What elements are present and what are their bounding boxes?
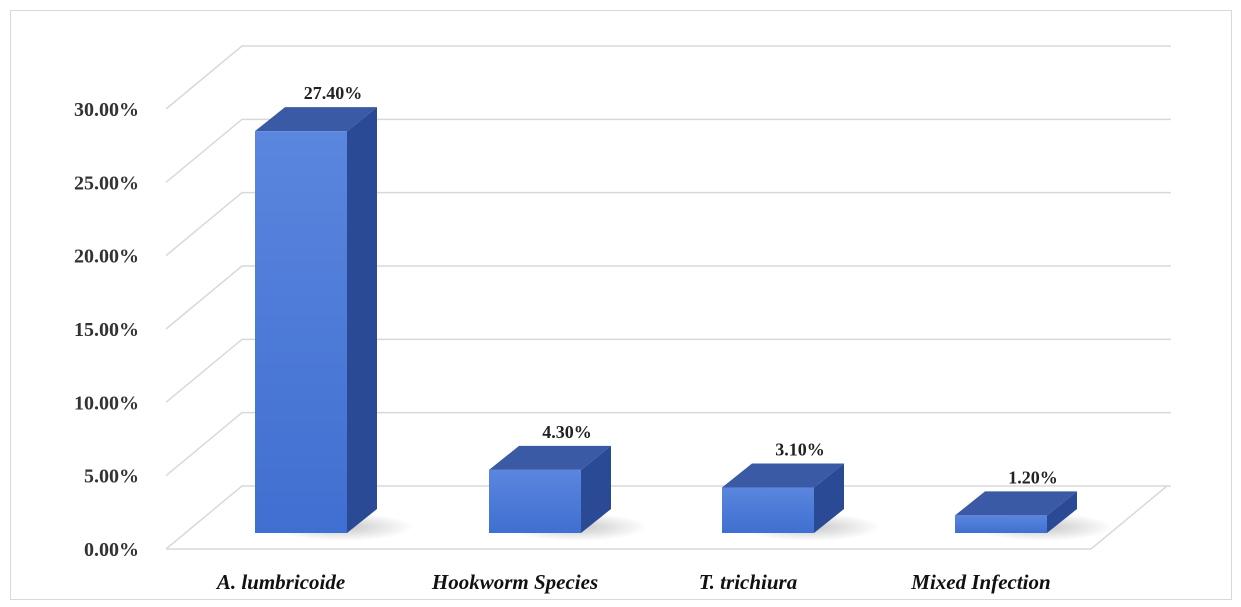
y-tick-label: 30.00% — [74, 99, 139, 121]
grid-lines — [165, 45, 1171, 550]
data-label: 27.40% — [304, 83, 363, 103]
bar-side — [347, 107, 377, 533]
bar-top — [722, 463, 844, 488]
y-tick-label: 15.00% — [74, 319, 139, 341]
bar-group: 4.30% — [489, 422, 647, 541]
bar-side — [581, 445, 611, 533]
data-label: 1.20% — [1008, 467, 1058, 487]
x-category-label: Mixed Infection — [910, 570, 1050, 594]
y-tick-label: 10.00% — [74, 392, 139, 414]
x-category-label: A. lumbricoide — [215, 570, 345, 594]
gridline — [165, 411, 1171, 477]
bar-group: 1.20% — [955, 467, 1113, 541]
bars: 27.40% 4.30% 3.10% 1.20% — [255, 83, 1113, 541]
bar-top — [489, 445, 611, 470]
y-tick-label: 25.00% — [74, 172, 139, 194]
gridline — [165, 45, 1171, 110]
gridline — [165, 265, 1171, 330]
bar-group: 3.10% — [722, 440, 880, 541]
gridline — [165, 485, 1171, 550]
gridline — [165, 118, 1171, 183]
y-tick-label: 5.00% — [84, 466, 139, 488]
floor-line — [1090, 485, 1168, 550]
x-category-label: T. trichiura — [699, 570, 797, 594]
bar — [255, 131, 347, 533]
x-category-label: Hookworm Species — [431, 570, 598, 594]
bar-side — [814, 463, 844, 533]
data-label: 3.10% — [775, 440, 825, 460]
bar-top — [955, 491, 1077, 516]
gridline — [165, 338, 1171, 403]
y-tick-label: 20.00% — [74, 246, 139, 268]
bar-side — [1047, 491, 1077, 533]
chart-frame: 0.00% 5.00% 10.00% 15.00% 20.00% 25.00% 30.00%… — [10, 10, 1232, 600]
gridline — [165, 191, 1171, 257]
y-axis-ticks: 0.00% 5.00% 10.00% 15.00% 20.00% 25.00% 30.00% — [74, 99, 139, 561]
bar — [489, 469, 581, 533]
bar-chart: 0.00% 5.00% 10.00% 15.00% 20.00% 25.00% 30.00%… — [74, 45, 1171, 594]
bar — [722, 487, 814, 533]
y-tick-label: 0.00% — [84, 539, 139, 561]
category-labels: A. lumbricoide Hookworm Species T. trichiu… — [215, 570, 1051, 594]
bar-top — [255, 107, 377, 132]
bar — [955, 515, 1047, 533]
bar-group: 27.40% — [255, 83, 413, 541]
data-label: 4.30% — [542, 422, 592, 442]
